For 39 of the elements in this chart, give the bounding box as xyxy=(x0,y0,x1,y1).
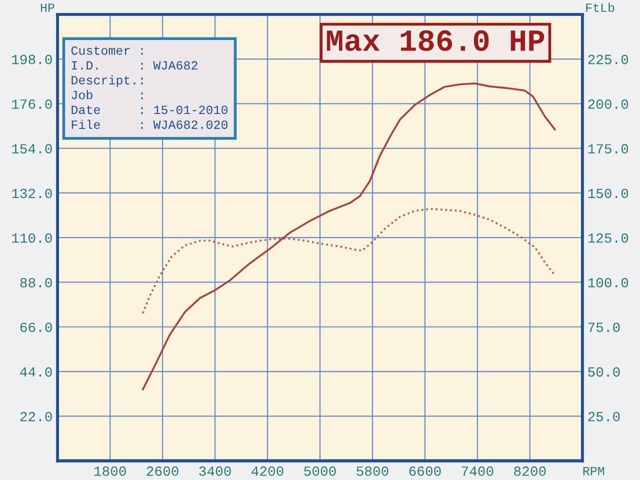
y2-tick-label: 25.0 xyxy=(588,412,620,422)
chart-title: Max 186.0 HP xyxy=(326,30,544,52)
y-tick-label: 110.0 xyxy=(12,233,52,243)
x-tick-label: 5800 xyxy=(356,466,388,476)
annotation: Customer : xyxy=(71,46,143,55)
y-tick-label: 22.0 xyxy=(20,412,52,422)
y-axis-title: HP xyxy=(40,4,54,12)
y-tick-label: 154.0 xyxy=(12,144,52,154)
x-tick-label: 6600 xyxy=(409,466,441,476)
y2-tick-label: 125.0 xyxy=(588,233,628,243)
y-tick-label: 198.0 xyxy=(12,54,52,64)
y2-tick-label: 225.0 xyxy=(588,54,628,64)
x-axis-title: RPM xyxy=(583,466,604,476)
x-tick-label: 4200 xyxy=(252,466,284,476)
x-tick-label: 1800 xyxy=(94,466,126,476)
y2-axis-title: FtLb xyxy=(586,2,614,12)
y-tick-label: 88.0 xyxy=(20,278,52,288)
y2-tick-label: 50.0 xyxy=(588,367,620,377)
y2-tick-label: 100.0 xyxy=(588,278,628,288)
x-tick-label: 2600 xyxy=(146,466,178,476)
y2-tick-label: 175.0 xyxy=(588,144,628,154)
x-tick-label: 5000 xyxy=(304,466,336,476)
y2-tick-label: 75.0 xyxy=(588,322,620,332)
x-tick-label: 3400 xyxy=(199,466,231,476)
annotation: Job : xyxy=(72,90,143,100)
annotation: File : WJA682.020 xyxy=(72,120,228,129)
line-series xyxy=(142,208,556,314)
y-tick-label: 176.0 xyxy=(12,99,52,109)
annotation: Date : 15-01-2010 xyxy=(72,106,228,114)
y-tick-label: 66.0 xyxy=(20,322,52,332)
y2-tick-label: 200.0 xyxy=(588,99,628,109)
x-tick-label: 7400 xyxy=(462,466,494,476)
y2-tick-label: 150.0 xyxy=(588,188,628,198)
annotation: I.D. : WJA682 xyxy=(72,61,198,70)
x-tick-label: 8200 xyxy=(514,466,546,476)
y-tick-label: 44.0 xyxy=(20,367,52,377)
line-series xyxy=(142,82,556,390)
annotation: Descript.: xyxy=(72,75,143,87)
y-tick-label: 132.0 xyxy=(12,188,52,198)
